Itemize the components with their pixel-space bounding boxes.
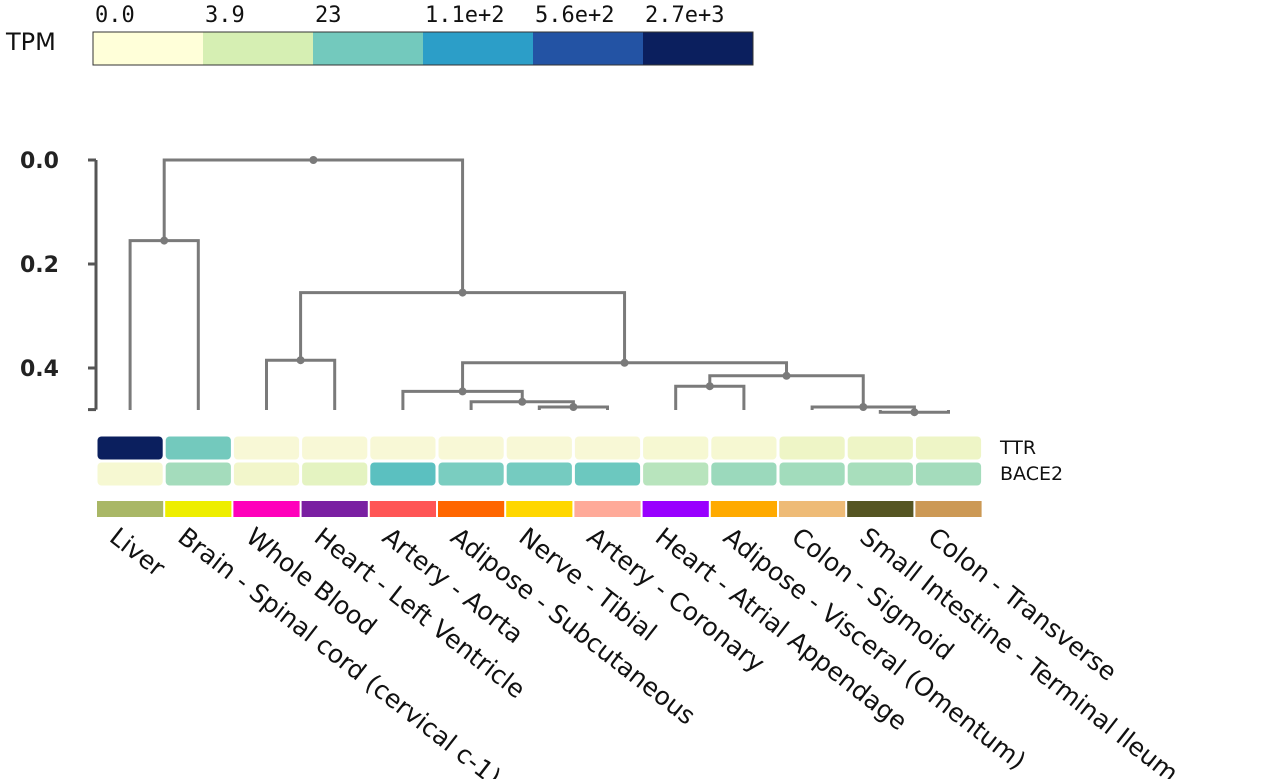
colorbar-tick-label: 5.6e+2 — [535, 3, 614, 28]
heatmap-cell — [165, 436, 231, 460]
colorbar-tick-label: 2.7e+3 — [645, 3, 724, 28]
heatmap-cell — [506, 436, 572, 460]
colorbar-swatch — [93, 32, 203, 65]
heatmap-cell — [302, 462, 368, 486]
heatmap-grid — [97, 436, 982, 486]
heatmap-cell — [233, 436, 300, 460]
heatmap-cell — [574, 462, 641, 486]
axis-tick-label: 0.4 — [20, 357, 59, 382]
heatmap-cell — [643, 436, 709, 460]
colorbar-tick-label: 0.0 — [95, 3, 135, 28]
tissue-color-swatch — [710, 501, 777, 517]
colorbar-tick-label: 23 — [315, 3, 342, 28]
tissue-color-swatch — [506, 501, 573, 517]
heatmap-cell — [438, 436, 504, 460]
heatmap-cell — [847, 462, 913, 486]
heatmap-cell — [370, 462, 436, 486]
heatmap-cell — [643, 462, 709, 486]
colorbar-border — [92, 31, 754, 66]
colorbar-title: TPM — [5, 28, 56, 56]
heatmap-cell — [97, 462, 163, 486]
tissue-color-swatch — [915, 501, 982, 517]
heatmap-cell — [506, 462, 572, 486]
tissue-color-swatch — [779, 501, 846, 517]
tissue-color-swatch — [642, 501, 709, 517]
axis-tick-label: 0.0 — [20, 149, 59, 174]
heatmap-cell — [711, 462, 777, 486]
tissue-color-swatch — [97, 501, 164, 517]
heatmap-cell — [438, 462, 504, 486]
tissue-color-swatch — [574, 501, 641, 517]
dendrogram-axis: 0.0 0.2 0.4 — [20, 149, 98, 412]
tissue-color-swatch — [165, 501, 232, 517]
colorbar-swatch — [423, 32, 533, 65]
tissue-color-swatch — [438, 501, 505, 517]
tissue-color-swatch — [847, 501, 914, 517]
axis-tick-label: 0.2 — [20, 253, 59, 278]
heatmap-cell — [915, 462, 982, 486]
heatmap-cell — [847, 436, 913, 460]
dendrogram-link — [708, 374, 865, 407]
colorbar-swatch — [203, 32, 313, 65]
heatmap-cell — [779, 462, 845, 486]
tissue-labels: Liver Brain - Spinal cord (cervical c-1)W… — [104, 522, 1183, 779]
dendrogram-link — [299, 291, 627, 363]
heatmap-cell — [302, 436, 368, 460]
heatmap-cell — [915, 436, 982, 460]
tissue-color-swatch — [369, 501, 436, 517]
gene-label: BACE2 — [1000, 463, 1063, 485]
heatmap-cell — [779, 436, 845, 460]
tissue-label: Liver — [104, 522, 171, 583]
dendrogram-link — [265, 358, 337, 410]
dendrogram-link — [162, 158, 465, 293]
tissue-color-strip — [97, 501, 982, 517]
heatmap-cell — [165, 462, 231, 486]
colorbar-swatch — [643, 32, 753, 65]
heatmap-cell — [711, 436, 777, 460]
tissue-color-swatch — [301, 501, 368, 517]
heatmap-cell — [574, 436, 641, 460]
colorbar-swatch — [313, 32, 423, 65]
dendrogram — [128, 156, 950, 417]
colorbar-tick-label: 1.1e+2 — [425, 3, 504, 28]
colorbar-swatch — [533, 32, 643, 65]
gene-labels: TTR BACE2 — [999, 437, 1063, 485]
dendrogram-node — [309, 156, 318, 164]
dendrogram-link — [128, 239, 200, 410]
tissue-label: Small Intestine - Terminal Ileum — [855, 522, 1184, 779]
heatmap-cell — [233, 462, 300, 486]
heatmap-cell — [370, 436, 436, 460]
heatmap-cell — [97, 436, 163, 460]
tpm-colorbar: TPM 0.0 3.9 23 1.1e+2 5.6e+2 2.7e+3 — [5, 3, 754, 66]
tissue-color-swatch — [233, 501, 300, 517]
colorbar-tick-label: 3.9 — [205, 3, 245, 28]
gene-label: TTR — [999, 437, 1036, 459]
